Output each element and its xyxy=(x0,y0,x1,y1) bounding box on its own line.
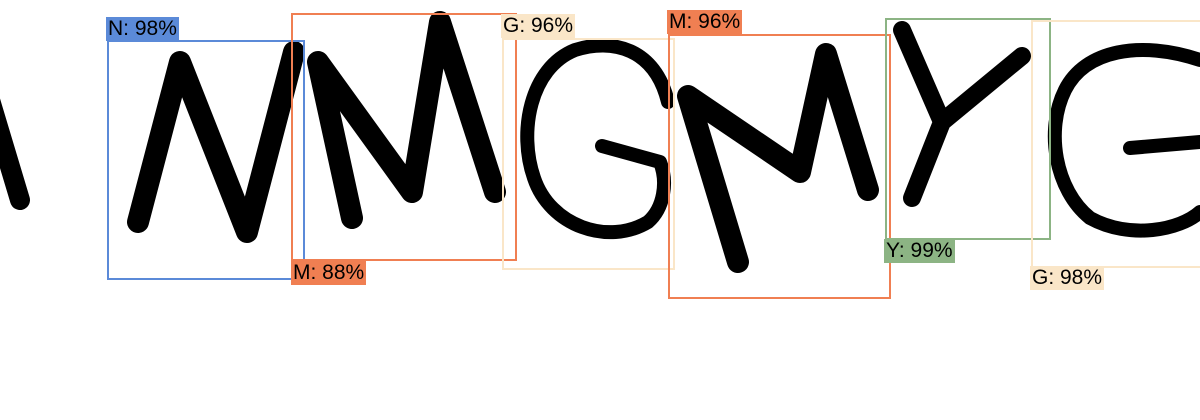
detection-label-g-first: G: 96% xyxy=(501,14,576,38)
bounding-box-g-first xyxy=(502,38,675,270)
detection-label-y: Y: 99% xyxy=(884,239,955,263)
bounding-box-y xyxy=(885,18,1051,240)
letter-y xyxy=(893,21,1031,207)
bounding-box-g-second xyxy=(1031,20,1200,268)
bounding-box-m-first xyxy=(291,13,517,261)
detection-label-g-second: G: 98% xyxy=(1030,266,1105,290)
letter-partial-left xyxy=(0,98,30,210)
bounding-box-n xyxy=(107,40,305,280)
letter-n xyxy=(127,41,305,243)
bounding-box-m-second xyxy=(668,34,891,299)
detection-label-m-first: M: 88% xyxy=(291,261,367,285)
detection-label-m-second: M: 96% xyxy=(667,10,743,34)
letter-m-second xyxy=(677,43,879,273)
detection-label-n: N: 98% xyxy=(106,17,179,41)
letter-g-second xyxy=(1047,43,1200,238)
letter-m-first xyxy=(307,11,506,229)
letter-g-first xyxy=(520,38,675,240)
